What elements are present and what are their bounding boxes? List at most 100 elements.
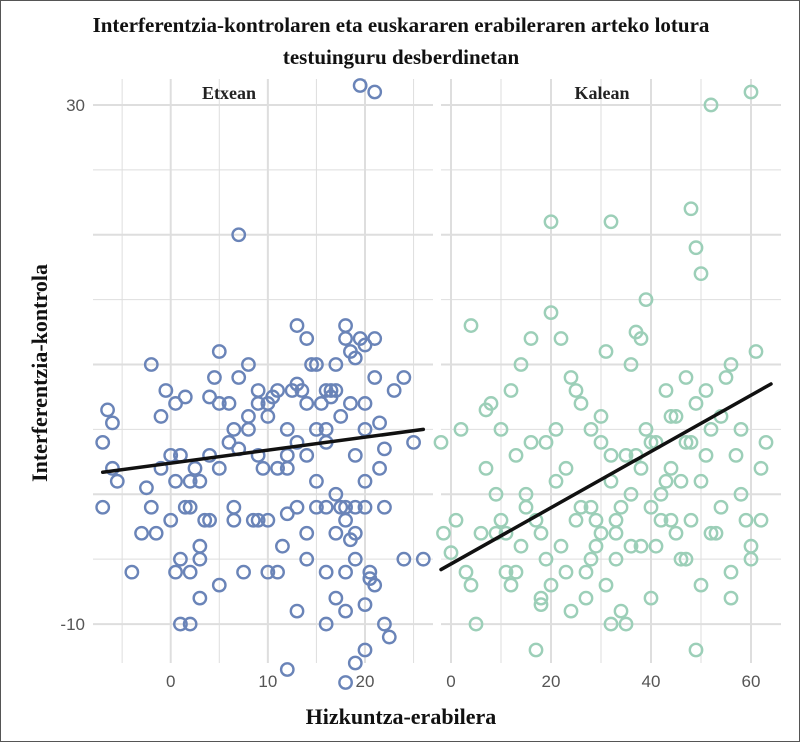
kalean-point-5 — [458, 564, 474, 580]
etxean-point-47 — [236, 564, 251, 580]
etxean-point-126 — [250, 383, 266, 398]
kalean-point-60 — [733, 421, 749, 437]
kalean-point-53 — [698, 447, 714, 463]
kalean-point-56 — [713, 499, 729, 515]
kalean-point-107 — [618, 447, 634, 463]
kalean-point-88 — [723, 590, 739, 606]
kalean-point-24 — [553, 538, 569, 554]
kalean-point-114 — [643, 434, 659, 450]
kalean-point-48 — [673, 473, 689, 489]
kalean-point-73 — [573, 396, 589, 411]
kalean-point-124 — [488, 486, 504, 502]
kalean-point-130 — [588, 538, 604, 554]
etxean-point-112 — [347, 655, 363, 671]
kalean-point-68 — [523, 331, 539, 346]
etxean-point-122 — [338, 331, 353, 346]
kalean-point-128 — [558, 564, 574, 580]
kalean-point-81 — [653, 486, 669, 502]
etxean-point-52 — [250, 512, 266, 528]
etxean-point-115 — [352, 78, 368, 93]
kalean-point-21 — [538, 551, 554, 567]
kalean-point-57 — [718, 370, 734, 385]
kalean-point-49 — [678, 434, 694, 450]
etxean-point-106 — [386, 383, 402, 398]
kalean-x-tick-label-2: 40 — [642, 672, 661, 691]
kalean-point-7 — [468, 616, 484, 632]
etxean-point-71 — [304, 357, 319, 372]
kalean-point-126 — [493, 421, 509, 437]
etxean-point-102 — [372, 460, 387, 476]
etxean-point-105 — [381, 629, 397, 645]
etxean-point-95 — [357, 473, 373, 489]
kalean-point-127 — [533, 597, 549, 612]
kalean-point-75 — [593, 409, 609, 424]
etxean-point-53 — [250, 447, 266, 463]
etxean-point-114 — [357, 642, 373, 658]
kalean-point-14 — [503, 577, 519, 593]
etxean-point-31 — [192, 473, 208, 489]
etxean-point-7 — [134, 525, 149, 541]
kalean-point-65 — [758, 434, 774, 450]
etxean-point-66 — [289, 318, 305, 333]
kalean-point-95 — [543, 214, 559, 230]
etxean-point-28 — [187, 460, 203, 476]
kalean-point-90 — [743, 551, 759, 567]
etxean-point-84 — [333, 409, 349, 424]
etxean-point-127 — [241, 409, 256, 424]
etxean-point-72 — [309, 357, 324, 372]
kalean-point-100 — [743, 84, 759, 100]
kalean-point-101 — [463, 318, 479, 333]
y-axis-label: Interferentzia-kontrola — [27, 264, 52, 482]
etxean-point-56 — [260, 512, 276, 528]
kalean-point-115 — [663, 512, 679, 528]
kalean-point-31 — [588, 512, 604, 528]
etxean-point-27 — [182, 616, 198, 632]
kalean-point-108 — [668, 409, 684, 424]
etxean-point-20 — [173, 616, 188, 632]
etxean-point-8 — [139, 480, 154, 496]
panel-etxean-trend-line — [100, 427, 426, 474]
kalean-point-96 — [603, 214, 619, 230]
kalean-point-13 — [498, 564, 514, 580]
chart-title-line-2: testuinguru desberdinetan — [283, 45, 520, 69]
etxean-point-40 — [211, 577, 227, 593]
etxean-point-81 — [328, 590, 344, 606]
etxean-point-137 — [357, 597, 373, 612]
kalean-point-34 — [603, 447, 619, 463]
kalean-point-89 — [733, 486, 749, 502]
kalean-point-54 — [703, 421, 719, 437]
etxean-point-12 — [153, 409, 169, 424]
kalean-x-tick-label-0: 0 — [446, 672, 455, 691]
panel-kalean: Kalean 0 20 40 60 — [433, 79, 781, 691]
kalean-point-8 — [473, 525, 489, 541]
etxean-point-55 — [260, 564, 276, 580]
etxean-point-121 — [357, 337, 373, 353]
kalean-point-28 — [573, 499, 589, 515]
etxean-point-113 — [338, 675, 353, 690]
kalean-point-12 — [493, 512, 509, 528]
kalean-point-66 — [503, 383, 519, 398]
kalean-point-77 — [613, 499, 629, 515]
etxean-point-10 — [148, 525, 164, 541]
etxean-point-1 — [100, 402, 115, 418]
etxean-point-103 — [377, 499, 392, 515]
etxean-point-136 — [347, 551, 363, 567]
etxean-point-6 — [124, 564, 140, 580]
etxean-point-79 — [318, 564, 334, 580]
kalean-point-46 — [663, 409, 679, 424]
etxean-point-147 — [289, 376, 305, 392]
kalean-point-2 — [443, 545, 459, 561]
kalean-point-33 — [598, 344, 614, 359]
kalean-point-27 — [568, 383, 584, 398]
kalean-point-71 — [553, 331, 569, 346]
etxean-point-54 — [255, 460, 271, 476]
kalean-point-59 — [728, 447, 744, 463]
kalean-point-45 — [658, 383, 674, 398]
kalean-point-132 — [608, 512, 624, 528]
etxean-point-98 — [357, 396, 373, 411]
etxean-point-68 — [299, 551, 315, 567]
etxean-point-13 — [143, 357, 159, 372]
etxean-point-123 — [318, 421, 334, 437]
etxean-point-15 — [163, 512, 179, 528]
kalean-x-tick-label-3: 60 — [742, 672, 761, 691]
